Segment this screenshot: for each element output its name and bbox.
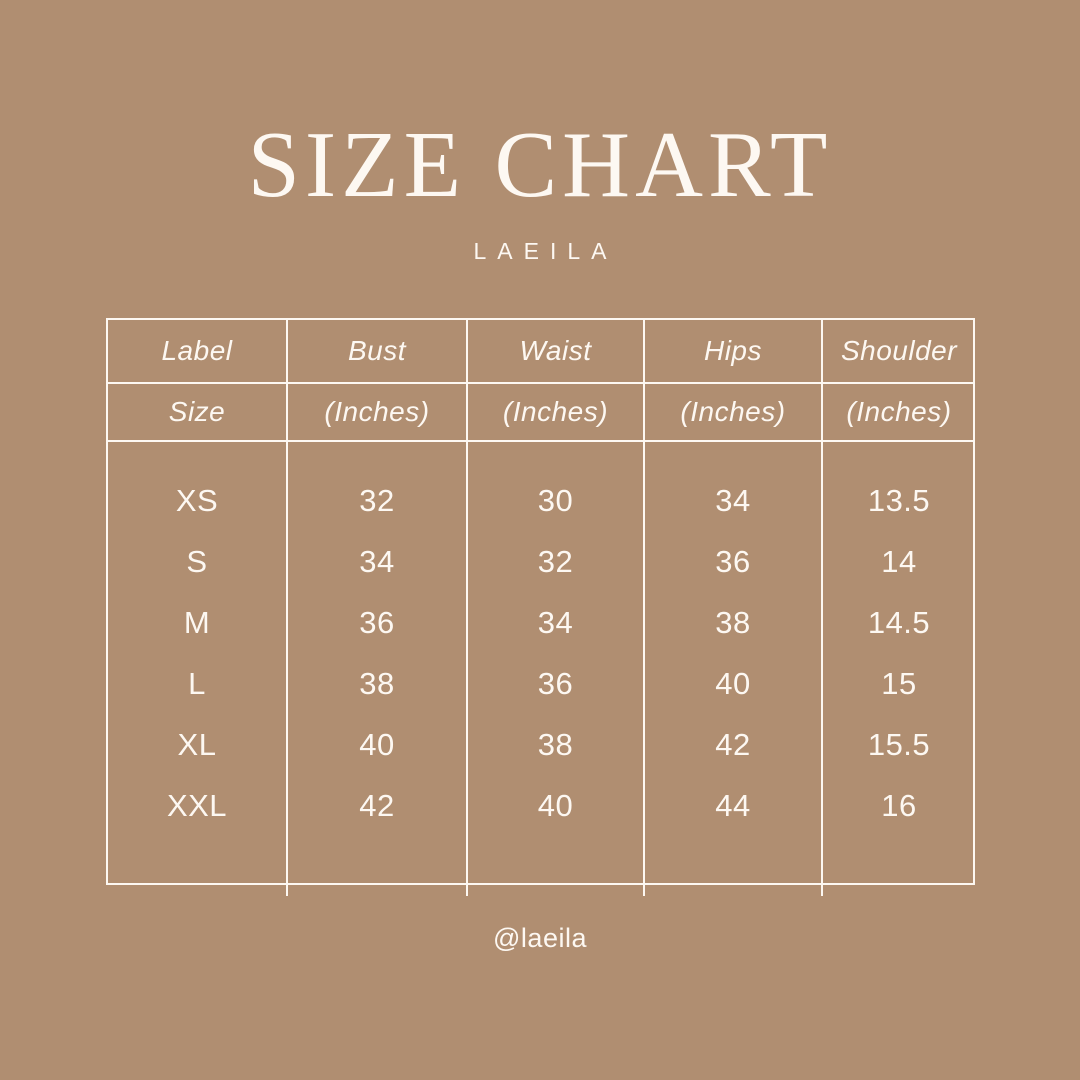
- spacer-cell: [644, 836, 823, 896]
- spacer-cell: [467, 836, 645, 896]
- cell-shoulder: 13.5: [867, 482, 931, 518]
- spacer-cell: [108, 441, 288, 470]
- cell-label: S: [108, 531, 288, 592]
- cell-shoulder: 16: [881, 787, 917, 823]
- spacer-cell: [287, 836, 468, 896]
- column-subheader-bust: (Inches): [287, 383, 468, 442]
- cell-label: XXL: [108, 775, 288, 836]
- cell-waist: 36: [467, 653, 645, 714]
- table-top-spacer: [108, 441, 975, 470]
- column-subheader-waist: (Inches): [467, 383, 645, 442]
- column-header-bust: Bust: [287, 320, 468, 384]
- table-row: L 38 36 40 15: [108, 653, 975, 714]
- cell-waist: 34: [467, 592, 645, 653]
- cell-waist: 32: [467, 531, 645, 592]
- spacer-cell: [287, 441, 468, 470]
- cell-shoulder: 15: [881, 665, 917, 701]
- size-table-container: Label Bust Waist Hips Shoulder Size (Inc…: [106, 318, 975, 896]
- cell-hips: 42: [644, 714, 823, 775]
- table-row: XL 40 38 42 15.5: [108, 714, 975, 775]
- spacer-cell: [644, 441, 823, 470]
- table-subheader-row: Size (Inches) (Inches) (Inches) (Inches): [108, 383, 975, 442]
- table-row: XXL 42 40 44 16: [108, 775, 975, 836]
- cell-label: L: [108, 653, 288, 714]
- table-row: S 34 32 36 14: [108, 531, 975, 592]
- cell-shoulder: 15.5: [867, 726, 931, 762]
- cell-hips: 34: [644, 470, 823, 531]
- cell-bust: 38: [287, 653, 468, 714]
- spacer-cell: [822, 441, 975, 470]
- page-header: SIZE CHART LAEILA: [0, 118, 1080, 265]
- cell-waist: 30: [467, 470, 645, 531]
- social-handle: @laeila: [493, 923, 587, 953]
- cell-shoulder: 14.5: [867, 604, 931, 640]
- column-subheader-hips: (Inches): [644, 383, 823, 442]
- cell-bust: 40: [287, 714, 468, 775]
- cell-hips: 38: [644, 592, 823, 653]
- spacer-cell: [822, 836, 975, 896]
- cell-hips: 36: [644, 531, 823, 592]
- cell-label: M: [108, 592, 288, 653]
- page-title: SIZE CHART: [247, 113, 833, 217]
- cell-shoulder: 14: [881, 543, 917, 579]
- column-subheader-shoulder: (Inches): [822, 383, 975, 442]
- cell-hips: 40: [644, 653, 823, 714]
- cell-bust: 32: [287, 470, 468, 531]
- spacer-cell: [467, 441, 645, 470]
- table-bottom-spacer: [108, 836, 975, 896]
- table-row: XS 32 30 34 13.5: [108, 470, 975, 531]
- cell-waist: 38: [467, 714, 645, 775]
- table-row: M 36 34 38 14.5: [108, 592, 975, 653]
- cell-label: XS: [108, 470, 288, 531]
- column-header-hips: Hips: [644, 320, 823, 384]
- column-header-waist: Waist: [467, 320, 645, 384]
- column-header-shoulder: Shoulder: [822, 320, 975, 384]
- column-subheader-label: Size: [108, 383, 288, 442]
- table-header-row: Label Bust Waist Hips Shoulder: [108, 320, 975, 384]
- cell-hips: 44: [644, 775, 823, 836]
- cell-bust: 34: [287, 531, 468, 592]
- spacer-cell: [108, 836, 288, 896]
- column-header-label: Label: [108, 320, 288, 384]
- brand-name: LAEILA: [473, 238, 618, 264]
- cell-bust: 42: [287, 775, 468, 836]
- cell-waist: 40: [467, 775, 645, 836]
- cell-label: XL: [108, 714, 288, 775]
- size-table: Label Bust Waist Hips Shoulder Size (Inc…: [108, 320, 975, 896]
- cell-bust: 36: [287, 592, 468, 653]
